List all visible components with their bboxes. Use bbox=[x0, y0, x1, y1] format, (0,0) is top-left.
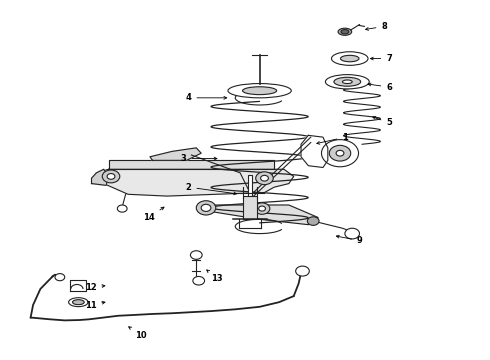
Circle shape bbox=[102, 170, 120, 183]
Ellipse shape bbox=[338, 28, 352, 35]
Text: 2: 2 bbox=[186, 183, 237, 195]
Text: 10: 10 bbox=[129, 327, 147, 340]
Circle shape bbox=[295, 266, 309, 276]
Ellipse shape bbox=[69, 298, 88, 307]
Text: 14: 14 bbox=[143, 207, 164, 222]
Circle shape bbox=[107, 174, 115, 179]
Ellipse shape bbox=[341, 55, 359, 62]
Polygon shape bbox=[150, 148, 201, 160]
Ellipse shape bbox=[243, 87, 277, 95]
Circle shape bbox=[345, 228, 360, 239]
Circle shape bbox=[55, 274, 65, 281]
Circle shape bbox=[307, 217, 319, 225]
Text: 13: 13 bbox=[207, 270, 222, 283]
Text: 7: 7 bbox=[370, 54, 392, 63]
Circle shape bbox=[336, 150, 344, 156]
Ellipse shape bbox=[341, 30, 349, 34]
Bar bbox=[243, 196, 257, 219]
Polygon shape bbox=[301, 135, 328, 167]
Polygon shape bbox=[94, 169, 294, 196]
Ellipse shape bbox=[73, 300, 84, 305]
Circle shape bbox=[117, 205, 127, 212]
Circle shape bbox=[329, 145, 351, 161]
Text: 3: 3 bbox=[181, 154, 217, 163]
Text: 9: 9 bbox=[336, 235, 363, 245]
Text: 1: 1 bbox=[317, 132, 348, 144]
Circle shape bbox=[196, 201, 216, 215]
Circle shape bbox=[193, 276, 204, 285]
Polygon shape bbox=[92, 169, 109, 185]
Ellipse shape bbox=[334, 77, 361, 86]
Polygon shape bbox=[109, 160, 274, 169]
Text: 4: 4 bbox=[186, 93, 227, 102]
Ellipse shape bbox=[331, 52, 368, 65]
Bar bbox=[248, 175, 252, 217]
Ellipse shape bbox=[343, 80, 352, 84]
Circle shape bbox=[321, 140, 359, 167]
Circle shape bbox=[259, 206, 266, 211]
Circle shape bbox=[261, 175, 269, 181]
Text: 6: 6 bbox=[368, 83, 392, 92]
Text: 11: 11 bbox=[85, 301, 105, 310]
Circle shape bbox=[201, 204, 211, 211]
Ellipse shape bbox=[325, 75, 369, 89]
Text: 12: 12 bbox=[85, 283, 105, 292]
Ellipse shape bbox=[228, 84, 291, 98]
Circle shape bbox=[191, 251, 202, 259]
Text: 8: 8 bbox=[366, 22, 387, 31]
Polygon shape bbox=[201, 205, 318, 225]
Circle shape bbox=[254, 203, 270, 214]
Circle shape bbox=[256, 172, 273, 185]
Text: 5: 5 bbox=[373, 117, 392, 127]
